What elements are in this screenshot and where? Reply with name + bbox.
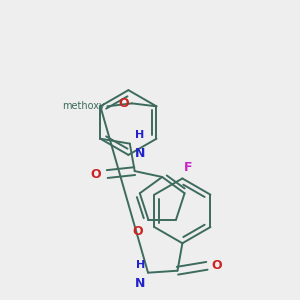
Text: O: O xyxy=(212,259,223,272)
Text: N: N xyxy=(135,277,145,290)
Text: H: H xyxy=(136,260,145,270)
Text: O: O xyxy=(118,97,129,110)
Text: H: H xyxy=(135,130,144,140)
Text: methoxy: methoxy xyxy=(62,101,104,111)
Text: O: O xyxy=(133,224,143,238)
Text: O: O xyxy=(91,167,101,181)
Text: F: F xyxy=(184,160,193,174)
Text: N: N xyxy=(135,147,145,160)
